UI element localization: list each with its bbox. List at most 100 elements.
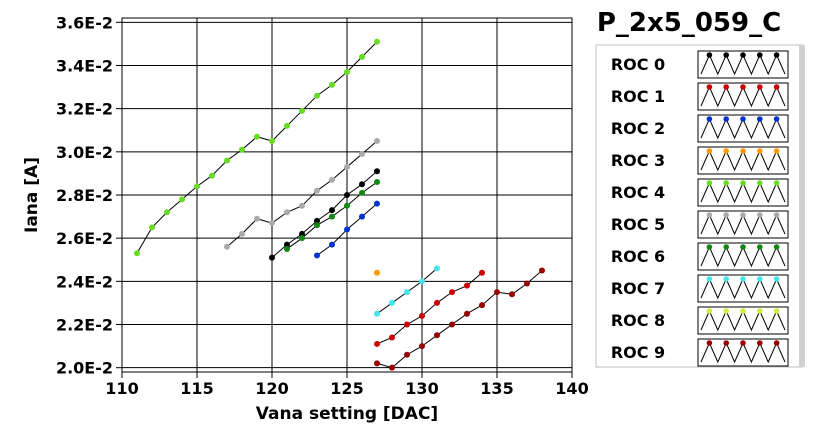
- y-axis-label: Iana [A]: [22, 157, 42, 233]
- data-point: [374, 269, 380, 276]
- data-point: [269, 138, 275, 145]
- data-point: [314, 252, 320, 259]
- data-point: [194, 183, 200, 190]
- data-point: [374, 340, 380, 347]
- legend-label: ROC 0: [611, 55, 665, 74]
- data-point: [314, 92, 320, 99]
- data-point: [314, 222, 320, 229]
- legend-item: ROC 3: [611, 146, 789, 175]
- legend-swatch-marker: [773, 244, 780, 250]
- legend-label: ROC 3: [611, 151, 665, 170]
- y-tick-label: 3.2E-2: [56, 100, 113, 119]
- legend-swatch-marker: [740, 116, 746, 122]
- legend-swatch-marker: [706, 244, 713, 250]
- series-layer: [134, 38, 545, 371]
- y-tick-label: 3.4E-2: [56, 56, 113, 75]
- data-point: [449, 289, 455, 296]
- legend: ROC 0 ROC 1 ROC 2 ROC 3 ROC 4 ROC 5 ROC 6 ROC 7…: [595, 44, 805, 368]
- data-point: [179, 196, 185, 203]
- data-point: [359, 181, 365, 188]
- legend-swatch-marker: [773, 180, 780, 186]
- data-point: [164, 209, 170, 216]
- legend-swatch-marker: [723, 276, 729, 282]
- data-point: [209, 172, 215, 179]
- x-tick-label: 130: [405, 379, 438, 398]
- data-point: [374, 138, 380, 145]
- legend-swatch: [697, 274, 789, 303]
- data-point: [389, 299, 395, 306]
- data-point: [239, 230, 245, 237]
- legend-item: ROC 1: [611, 82, 789, 111]
- data-point: [419, 343, 425, 350]
- data-point: [329, 176, 335, 183]
- y-axis: 2.0E-2 2.2E-2 2.4E-2 2.6E-2 2.8E-2 3.0E-2 3.2E…: [56, 13, 122, 378]
- x-tick-label: 110: [105, 379, 138, 398]
- x-tick-label: 135: [480, 379, 513, 398]
- data-point: [149, 224, 155, 231]
- x-tick-label: 115: [180, 379, 213, 398]
- data-point: [449, 321, 455, 328]
- series-5: [224, 138, 380, 250]
- legend-swatch-marker: [706, 52, 713, 58]
- legend-swatch-marker: [773, 308, 780, 314]
- series-1: [374, 269, 485, 347]
- legend-swatch-marker: [757, 308, 763, 314]
- legend-label: ROC 5: [611, 215, 665, 234]
- data-point: [479, 269, 485, 276]
- data-point: [269, 254, 275, 261]
- legend-swatch-marker: [706, 180, 713, 186]
- data-point: [134, 250, 140, 257]
- legend-swatch-marker: [723, 244, 729, 250]
- legend-swatch-marker: [757, 84, 763, 90]
- data-point: [299, 235, 305, 242]
- data-point: [464, 282, 470, 289]
- series-line: [376, 270, 543, 369]
- data-point: [344, 226, 350, 233]
- data-point: [299, 202, 305, 209]
- x-axis: 110 115 120 125 130 135 140: [105, 372, 589, 398]
- data-point: [329, 81, 335, 88]
- data-point: [254, 133, 260, 140]
- data-point: [464, 310, 470, 317]
- legend-swatch-marker: [757, 244, 763, 250]
- legend-swatch-marker: [706, 116, 713, 122]
- series-6: [284, 179, 380, 252]
- legend-swatch-marker: [740, 276, 746, 282]
- legend-swatch-marker: [740, 308, 746, 314]
- legend-item: ROC 7: [611, 274, 789, 303]
- data-point: [479, 302, 485, 309]
- legend-swatch-marker: [757, 340, 763, 346]
- legend-swatch-marker: [773, 84, 780, 90]
- data-point: [299, 230, 305, 237]
- data-point: [359, 189, 365, 196]
- x-tick-label: 120: [255, 379, 288, 398]
- legend-label: ROC 6: [611, 247, 665, 266]
- series-0: [269, 168, 380, 261]
- legend-item: ROC 5: [611, 210, 789, 239]
- data-point: [404, 351, 410, 358]
- legend-label: ROC 1: [611, 87, 665, 106]
- legend-swatch-marker: [773, 148, 780, 154]
- data-point: [359, 150, 365, 157]
- y-tick-label: 2.8E-2: [56, 186, 113, 205]
- data-point: [494, 289, 500, 296]
- legend-swatch-marker: [740, 212, 746, 218]
- data-point: [344, 163, 350, 170]
- x-tick-label: 125: [330, 379, 363, 398]
- legend-swatch-marker: [773, 52, 780, 58]
- data-point: [374, 360, 380, 367]
- legend-swatch-marker: [773, 340, 780, 346]
- legend-swatch-marker: [740, 340, 746, 346]
- legend-item: ROC 0: [611, 50, 789, 79]
- legend-swatch-marker: [757, 148, 763, 154]
- data-point: [434, 299, 440, 306]
- legend-swatch-marker: [723, 84, 729, 90]
- legend-label: ROC 4: [611, 183, 665, 202]
- legend-item: ROC 4: [611, 178, 789, 207]
- legend-swatch-marker: [706, 212, 713, 218]
- y-tick-label: 2.2E-2: [56, 316, 113, 335]
- y-tick-label: 3.6E-2: [56, 13, 113, 32]
- data-point: [269, 220, 275, 227]
- y-tick-label: 2.6E-2: [56, 229, 113, 248]
